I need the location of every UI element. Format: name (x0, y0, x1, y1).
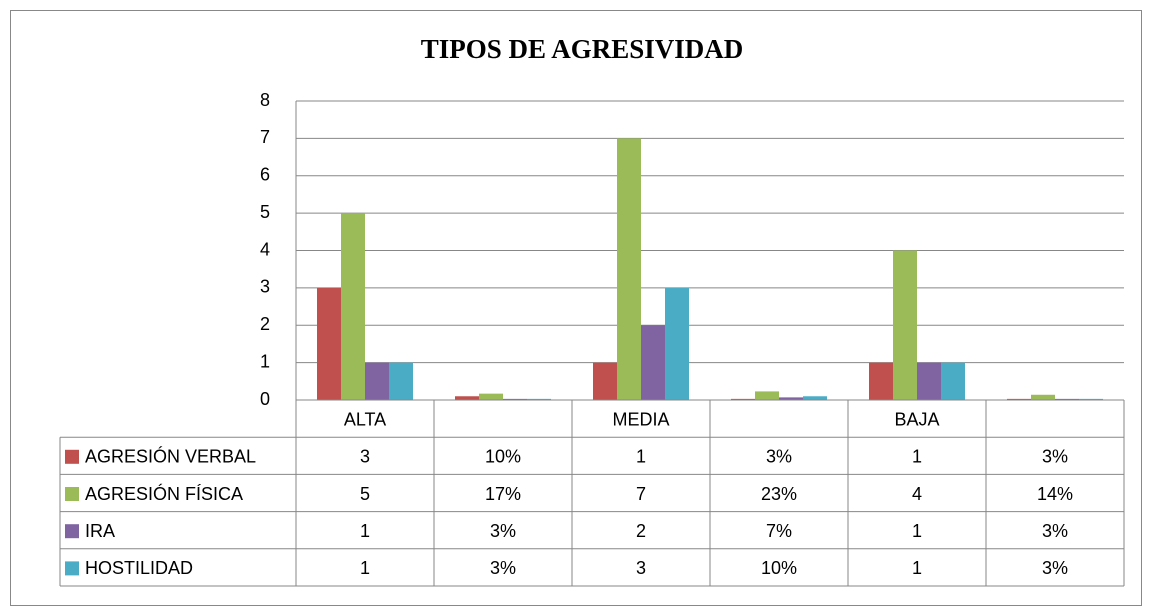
table-cell: 4 (912, 484, 922, 504)
table-cell: 10% (485, 447, 521, 467)
bar (755, 391, 779, 400)
table-cell: 1 (912, 447, 922, 467)
bar (641, 325, 665, 400)
bar (1007, 398, 1031, 400)
table-cell: 14% (1037, 484, 1073, 504)
table-cell: 3 (636, 558, 646, 578)
bar (1079, 398, 1103, 400)
table-cell: 3% (766, 447, 792, 467)
bar (917, 362, 941, 400)
table-cell: 3% (1042, 521, 1068, 541)
table-cell: 10% (761, 558, 797, 578)
bar (941, 362, 965, 400)
table-cell: 1 (360, 558, 370, 578)
legend-key (65, 487, 79, 501)
bar (341, 213, 365, 400)
legend-label: AGRESIÓN FÍSICA (85, 483, 243, 504)
table-cell: 1 (360, 521, 370, 541)
bar (803, 396, 827, 400)
legend-label: IRA (85, 521, 115, 541)
table-cell: 7 (636, 484, 646, 504)
table-cell: 1 (912, 558, 922, 578)
bar (527, 398, 551, 400)
y-tick-label: 4 (260, 239, 270, 259)
bar (365, 362, 389, 400)
bar (1031, 394, 1055, 400)
table-cell: 3% (490, 558, 516, 578)
bar (317, 287, 341, 400)
table-cell: 3 (360, 447, 370, 467)
bar (617, 138, 641, 400)
table-cell: 17% (485, 484, 521, 504)
bar (503, 398, 527, 400)
bar (665, 287, 689, 400)
bar (869, 362, 893, 400)
table-cell: 3% (1042, 558, 1068, 578)
legend-key (65, 449, 79, 464)
y-tick-label: 8 (260, 90, 270, 110)
table-cell: 3% (490, 521, 516, 541)
bar (779, 397, 803, 400)
table-cell: 3% (1042, 447, 1068, 467)
y-tick-label: 1 (260, 351, 270, 371)
y-tick-label: 7 (260, 127, 270, 147)
chart-border (10, 10, 1142, 606)
bar (479, 393, 503, 400)
x-tick-label: ALTA (344, 409, 386, 429)
table-cell: 1 (636, 447, 646, 467)
bar (455, 396, 479, 400)
bar (1055, 398, 1079, 400)
y-tick-label: 3 (260, 277, 270, 297)
table-cell: 7% (766, 521, 792, 541)
legend-key (65, 561, 79, 576)
legend-label: HOSTILIDAD (85, 558, 193, 578)
chart-title: TIPOS DE AGRESIVIDAD (421, 34, 744, 64)
bar (389, 362, 413, 400)
bar (593, 362, 617, 400)
y-tick-label: 2 (260, 314, 270, 334)
y-tick-label: 6 (260, 165, 270, 185)
bar (893, 250, 917, 400)
legend-key (65, 524, 79, 539)
bar (731, 398, 755, 400)
table-cell: 1 (912, 521, 922, 541)
table-cell: 2 (636, 521, 646, 541)
legend-label: AGRESIÓN VERBAL (85, 446, 256, 467)
x-tick-label: MEDIA (612, 409, 669, 429)
x-tick-label: BAJA (894, 409, 939, 429)
table-cell: 5 (360, 484, 370, 504)
table-cell: 23% (761, 484, 797, 504)
y-tick-label: 0 (260, 389, 270, 409)
y-tick-label: 5 (260, 202, 270, 222)
